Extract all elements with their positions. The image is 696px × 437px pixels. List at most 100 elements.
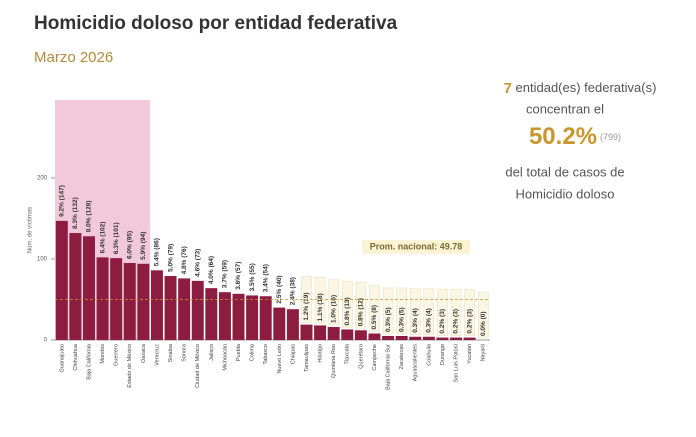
value-label: 1.1% (18) (317, 293, 324, 321)
summary-share: 50.2% (799) (529, 123, 621, 150)
value-label-group: 8.3% (132) (72, 197, 79, 229)
summary-text: del total de casos de (505, 164, 624, 179)
bar (382, 335, 395, 340)
value-label-box (437, 289, 448, 336)
value-label: 1.2% (19) (303, 292, 310, 320)
bar (55, 220, 68, 340)
value-label-group: 3.7% (59) (222, 260, 229, 288)
x-tick-label: Baja California Sur (386, 344, 392, 390)
x-tick-label: Chihuahua (73, 343, 79, 371)
value-label-group: 5.9% (94) (140, 232, 147, 260)
x-tick-label: Michoacán (222, 344, 228, 371)
bar (354, 330, 367, 340)
x-tick-label: Chiapas (290, 344, 296, 364)
value-label-group: 0.2% (3) (450, 289, 462, 336)
value-label-group: 4.0% (64) (208, 256, 215, 284)
bar (273, 307, 286, 340)
x-tick-label: Guanajuato (59, 344, 65, 372)
bar (150, 270, 163, 340)
value-label: 3.5% (55) (249, 263, 256, 291)
bar (436, 337, 449, 340)
bar (286, 309, 299, 340)
bar (123, 263, 136, 340)
x-tick-label: Puebla (236, 343, 242, 361)
value-label-group: 0.8% (13) (342, 281, 353, 328)
value-label-group: 3.4% (54) (262, 264, 269, 292)
x-tick-label: Yucatán (467, 344, 473, 364)
value-label: 0.8% (12) (358, 298, 365, 326)
value-label-group: 0.8% (12) (355, 282, 367, 329)
value-label: 2.5% (40) (276, 275, 283, 303)
x-tick-label: Jalisco (209, 344, 215, 361)
y-tick-label: 100 (37, 257, 48, 263)
value-label-group: 1.1% (18) (314, 277, 326, 324)
value-label-box (450, 289, 462, 336)
value-label-group: 0.3% (5) (382, 287, 394, 335)
value-label: 3.7% (59) (222, 260, 229, 288)
value-label-group: 8.0% (128) (86, 200, 93, 232)
value-label-group: 4.6% (73) (194, 249, 201, 277)
value-label-group: 1.0% (16) (328, 278, 339, 326)
value-label: 3.6% (57) (235, 262, 242, 290)
value-label-box (477, 291, 489, 339)
x-tick-label: Morelos (100, 344, 106, 364)
x-tick-label: Zacatecas (399, 344, 405, 370)
y-tick-label: 0 (44, 338, 48, 344)
x-tick-label: Tabasco (263, 344, 269, 365)
x-tick-label: Tamaulipas (304, 344, 310, 372)
bar (110, 258, 123, 340)
value-label: 6.4% (102) (99, 222, 106, 254)
value-label: 2.4% (38) (290, 277, 297, 305)
average-label-box (362, 240, 470, 254)
value-label-group: 6.4% (102) (99, 222, 106, 254)
summary-text: entidad(es) federativa(s) (516, 80, 657, 95)
value-label-group: 0.2% (3) (437, 289, 448, 336)
value-label: 0.0% (0) (480, 311, 487, 336)
bar (96, 257, 109, 340)
value-label-group: 6.3% (101) (113, 222, 120, 254)
bar (218, 292, 231, 340)
summary-line: 7 entidad(es) federativa(s) (504, 80, 657, 97)
value-label-group: 0.5% (8) (369, 285, 380, 332)
x-tick-label: Quintana Roo (331, 344, 337, 378)
x-tick-label: Aguascalientes (413, 344, 419, 382)
bar (341, 329, 354, 340)
bar (205, 288, 218, 340)
value-label: 5.4% (86) (154, 238, 161, 266)
chart-subtitle: Marzo 2026 (34, 49, 113, 66)
average-label: Prom. nacional: 49.78 (370, 241, 463, 251)
value-label-group: 3.5% (55) (249, 263, 256, 291)
value-label-box (464, 289, 475, 336)
bar (368, 333, 381, 340)
bar (246, 295, 259, 340)
chart-title: Homicidio doloso por entidad federativa (34, 13, 398, 34)
value-label-group: 0.3% (4) (409, 288, 421, 336)
value-label-group: 3.6% (57) (235, 262, 242, 290)
value-label-group: 5.0% (79) (167, 244, 174, 272)
value-label: 0.5% (8) (371, 305, 378, 330)
value-label: 4.0% (64) (208, 256, 215, 284)
bar (164, 275, 177, 340)
value-label: 5.0% (79) (167, 244, 174, 272)
x-tick-label: Querétaro (358, 344, 364, 369)
x-tick-label: Veracruz (154, 344, 160, 366)
bar (422, 336, 435, 340)
value-label-group: 2.5% (40) (276, 275, 283, 303)
value-label: 6.0% (95) (126, 231, 133, 259)
value-label: 0.3% (5) (398, 307, 405, 332)
summary-text: Homicidio doloso (516, 186, 615, 201)
x-tick-label: Durango (440, 344, 446, 365)
value-label-group: 5.4% (86) (154, 238, 161, 266)
value-label-box (314, 277, 326, 324)
bar (450, 337, 462, 340)
bar (463, 337, 476, 340)
x-tick-label: Sonora (182, 343, 188, 362)
bar (191, 280, 204, 340)
value-label-box (342, 281, 353, 328)
value-label-box (396, 287, 407, 335)
x-tick-label: Guerrero (114, 344, 120, 366)
value-label-group: 0.3% (4) (423, 288, 435, 336)
value-label: 3.4% (54) (262, 264, 269, 292)
bar (300, 324, 313, 340)
value-label: 4.6% (73) (194, 249, 201, 277)
